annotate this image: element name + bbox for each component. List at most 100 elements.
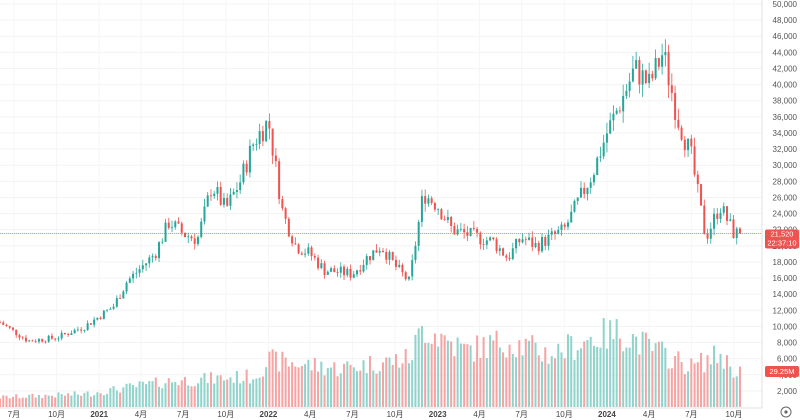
volume-bar — [495, 330, 498, 407]
candle-body — [563, 224, 566, 227]
candle-body — [625, 90, 628, 96]
volume-bar — [106, 393, 109, 407]
volume-bar — [482, 337, 485, 407]
candle-body — [378, 250, 381, 253]
volume-bar — [641, 331, 644, 407]
volume-bar — [612, 339, 615, 407]
volume-bar — [537, 355, 540, 407]
volume-bar — [505, 357, 508, 407]
candle-body — [41, 339, 44, 342]
candle-body — [459, 229, 462, 230]
candle-body — [235, 190, 238, 192]
volume-bar — [719, 353, 722, 407]
candle-body — [651, 73, 654, 79]
candle-body — [456, 229, 459, 235]
candle-body — [2, 322, 5, 325]
candle-body — [128, 278, 131, 283]
volume-bar — [596, 346, 599, 407]
volume-bar — [476, 335, 479, 407]
volume-bar — [394, 354, 397, 407]
candle-body — [524, 239, 527, 241]
volume-bar — [291, 362, 294, 407]
candle-body — [703, 205, 706, 234]
volume-bar — [667, 368, 670, 407]
volume-bar — [609, 320, 612, 407]
volume-bar — [524, 338, 527, 407]
candle-body — [317, 257, 320, 269]
volume-bars — [0, 318, 742, 407]
candle-body — [232, 191, 235, 195]
candle-body — [132, 273, 135, 279]
volume-bar — [479, 358, 482, 407]
volume-bar — [618, 338, 621, 407]
volume-bar — [453, 356, 456, 407]
volume-bar — [693, 363, 696, 407]
candle-body — [356, 270, 359, 275]
candle-body — [245, 163, 248, 173]
volume-bar — [255, 378, 258, 407]
volume-bar — [274, 351, 277, 407]
candle-body — [352, 274, 355, 278]
volume-bar — [566, 334, 569, 407]
candle-body — [213, 193, 216, 197]
volume-bar — [47, 395, 50, 407]
candle-body — [722, 206, 725, 213]
candle-body — [579, 187, 582, 198]
volume-bar — [356, 371, 359, 407]
candle-body — [511, 248, 514, 259]
volume-bar — [414, 334, 417, 407]
candle-body — [430, 198, 433, 204]
candles — [0, 39, 742, 344]
volume-bar — [183, 377, 187, 407]
price-tick: 30,000 — [773, 161, 798, 170]
candle-body — [359, 270, 362, 272]
candle-body — [635, 60, 638, 69]
candle-body — [502, 248, 505, 256]
volume-bar — [206, 383, 209, 407]
candle-body — [638, 60, 641, 85]
candle-body — [216, 187, 219, 194]
settings-button[interactable] — [780, 406, 792, 418]
candle-body — [5, 324, 8, 326]
volume-bar — [375, 373, 378, 407]
volume-bar — [333, 362, 336, 407]
candle-body — [628, 81, 631, 91]
volume-bar — [528, 340, 531, 407]
candle-body — [323, 263, 326, 275]
volume-bar — [622, 351, 625, 407]
candle-body — [706, 233, 709, 239]
volume-bar — [680, 362, 683, 407]
candle-body — [566, 222, 569, 227]
volume-bar — [700, 352, 703, 407]
price-tick: 42,000 — [773, 64, 798, 73]
price-tick: 2,000 — [777, 387, 798, 396]
volume-bar — [287, 366, 290, 407]
candle-body — [531, 237, 534, 248]
volume-bar — [24, 397, 27, 407]
candle-body — [605, 133, 608, 143]
candle-body — [167, 222, 170, 228]
time-tick: 2022 — [260, 410, 278, 419]
volume-bar — [154, 377, 157, 407]
volume-bar — [67, 393, 70, 407]
candle-body — [24, 337, 27, 342]
volume-bar — [654, 343, 657, 407]
volume-bar — [463, 343, 466, 407]
candle-body — [320, 263, 323, 269]
candle-body — [592, 175, 595, 183]
volume-bar — [651, 351, 654, 407]
candle-body — [171, 227, 174, 229]
candle-body — [158, 242, 161, 259]
volume-bar — [336, 376, 339, 407]
volume-bar — [145, 384, 148, 407]
volume-bar — [738, 366, 742, 407]
volume-bar — [148, 381, 151, 407]
time-tick: 7月 — [685, 410, 697, 419]
volume-bar — [648, 338, 651, 407]
candle-body — [518, 238, 521, 243]
candle-body — [284, 208, 287, 219]
time-axis[interactable]: 7月 10月 2021 4月 7月 10月 2022 4月 7月 10月 2023 4月 7月 10月 20… — [8, 410, 743, 419]
candle-body — [193, 238, 196, 244]
candle-body — [596, 157, 599, 176]
